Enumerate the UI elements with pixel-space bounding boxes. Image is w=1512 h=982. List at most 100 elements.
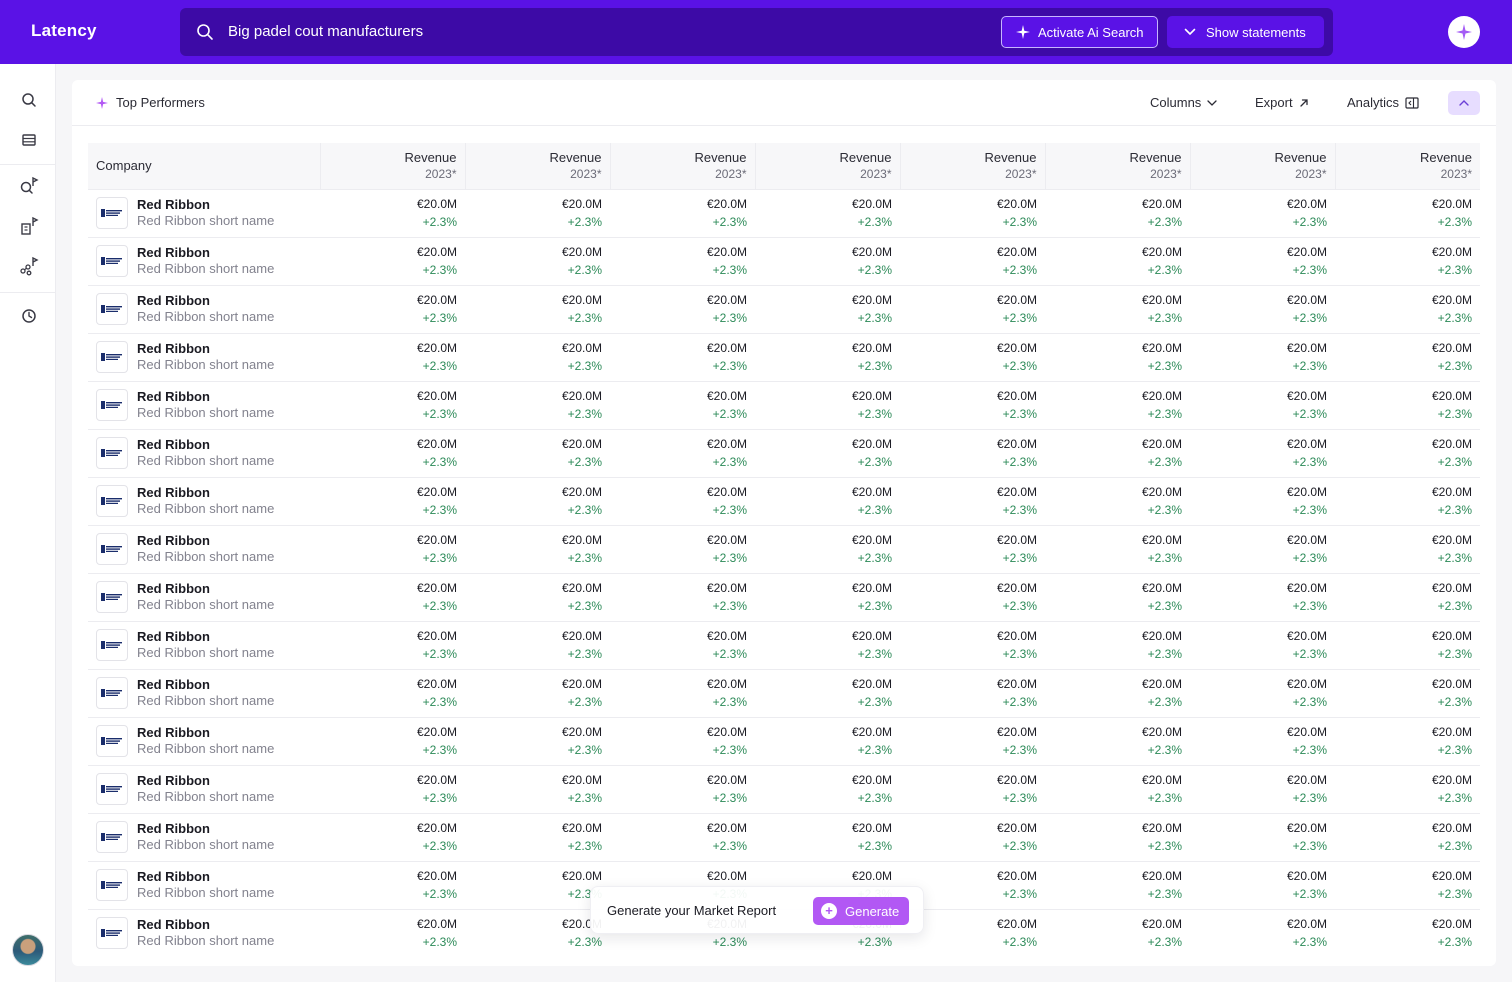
ai-assistant-button[interactable] — [1448, 16, 1480, 48]
revenue-change: +2.3% — [1002, 311, 1037, 325]
revenue-cell: €20.0M +2.3% — [610, 476, 755, 525]
revenue-cell: €20.0M +2.3% — [755, 428, 900, 477]
table-row[interactable]: Red Ribbon Red Ribbon short name €20.0M +2.… — [88, 332, 1480, 381]
analytics-button[interactable]: Analytics — [1347, 95, 1419, 110]
revenue-change: +2.3% — [1437, 791, 1472, 805]
table-row[interactable]: Red Ribbon Red Ribbon short name €20.0M +2.… — [88, 236, 1480, 285]
company[interactable]: Red Ribbon Red Ribbon short name — [96, 245, 320, 277]
clock-icon[interactable] — [19, 306, 39, 326]
search-bar[interactable]: Big padel cout manufacturers Activate Ai… — [180, 8, 1333, 56]
table-row[interactable]: Red Ribbon Red Ribbon short name €20.0M +2.… — [88, 716, 1480, 765]
table-row[interactable]: Red Ribbon Red Ribbon short name €20.0M +2.… — [88, 380, 1480, 429]
avatar[interactable] — [12, 934, 44, 966]
building-pin-icon[interactable] — [19, 216, 39, 236]
table-row[interactable]: Red Ribbon Red Ribbon short name €20.0M +2.… — [88, 764, 1480, 813]
company[interactable]: Red Ribbon Red Ribbon short name — [96, 725, 320, 757]
revenue-change: +2.3% — [1292, 647, 1327, 661]
company-logo-icon — [96, 629, 128, 661]
table-row[interactable]: Red Ribbon Red Ribbon short name €20.0M +2.… — [88, 620, 1480, 669]
search-icon[interactable] — [19, 90, 39, 110]
revenue-change: +2.3% — [857, 839, 892, 853]
revenue-value: €20.0M — [1286, 629, 1327, 643]
revenue-change: +2.3% — [422, 215, 457, 229]
company[interactable]: Red Ribbon Red Ribbon short name — [96, 821, 320, 853]
revenue-change: +2.3% — [712, 455, 747, 469]
company-short-name: Red Ribbon short name — [137, 885, 275, 900]
company[interactable]: Red Ribbon Red Ribbon short name — [96, 197, 320, 229]
revenue-value: €20.0M — [416, 485, 457, 499]
revenue-value: €20.0M — [851, 197, 892, 211]
search-pin-icon[interactable] — [19, 176, 39, 196]
company[interactable]: Red Ribbon Red Ribbon short name — [96, 389, 320, 421]
revenue-value: €20.0M — [416, 917, 457, 932]
columns-button[interactable]: Columns — [1150, 95, 1217, 110]
revenue-value: €20.0M — [706, 389, 747, 403]
revenue-cell: €20.0M +2.3% — [900, 332, 1045, 381]
column-header-revenue[interactable]: Revenue 2023* — [1044, 143, 1190, 189]
column-header-revenue[interactable]: Revenue 2023* — [754, 143, 900, 189]
app-logo[interactable]: Latency — [31, 21, 97, 40]
search-input[interactable]: Big padel cout manufacturers — [228, 23, 424, 40]
revenue-change: +2.3% — [422, 359, 457, 373]
network-pin-icon[interactable] — [19, 256, 39, 276]
column-header-revenue[interactable]: Revenue 2023* — [1189, 143, 1335, 189]
company-logo-icon — [96, 437, 128, 469]
revenue-cell: €20.0M +2.3% — [610, 764, 755, 813]
revenue-change: +2.3% — [567, 839, 602, 853]
chevron-down-icon — [1184, 28, 1196, 36]
revenue-change: +2.3% — [712, 215, 747, 229]
collapse-button[interactable] — [1448, 91, 1480, 115]
table-row[interactable]: Red Ribbon Red Ribbon short name €20.0M +2.… — [88, 188, 1480, 237]
company[interactable]: Red Ribbon Red Ribbon short name — [96, 293, 320, 325]
table-row[interactable]: Red Ribbon Red Ribbon short name €20.0M +2.… — [88, 428, 1480, 477]
revenue-change: +2.3% — [1437, 599, 1472, 613]
revenue-cell: €20.0M +2.3% — [1045, 380, 1190, 429]
column-header-revenue[interactable]: Revenue 2023* — [899, 143, 1045, 189]
generate-button[interactable]: + Generate — [813, 897, 909, 925]
activate-ai-search-button[interactable]: Activate Ai Search — [1001, 16, 1158, 48]
column-header-revenue[interactable]: Revenue 2023* — [1334, 143, 1480, 189]
table-row[interactable]: Red Ribbon Red Ribbon short name €20.0M +2.… — [88, 284, 1480, 333]
company[interactable]: Red Ribbon Red Ribbon short name — [96, 677, 320, 709]
show-statements-button[interactable]: Show statements — [1167, 16, 1324, 48]
column-header-revenue[interactable]: Revenue 2023* — [464, 143, 610, 189]
company[interactable]: Red Ribbon Red Ribbon short name — [96, 773, 320, 805]
revenue-cell: €20.0M +2.3% — [1335, 332, 1480, 381]
table-icon[interactable] — [19, 130, 39, 150]
table-row[interactable]: Red Ribbon Red Ribbon short name €20.0M +2.… — [88, 572, 1480, 621]
company[interactable]: Red Ribbon Red Ribbon short name — [96, 341, 320, 373]
column-header-revenue[interactable]: Revenue 2023* — [609, 143, 755, 189]
company-logo-icon — [96, 773, 128, 805]
revenue-change: +2.3% — [1002, 263, 1037, 277]
table-row[interactable]: Red Ribbon Red Ribbon short name €20.0M +2.… — [88, 668, 1480, 717]
company[interactable]: Red Ribbon Red Ribbon short name — [96, 581, 320, 613]
revenue-value: €20.0M — [706, 245, 747, 259]
company[interactable]: Red Ribbon Red Ribbon short name — [96, 485, 320, 517]
column-header-revenue[interactable]: Revenue 2023* — [319, 143, 465, 189]
company[interactable]: Red Ribbon Red Ribbon short name — [96, 917, 320, 950]
revenue-value: €20.0M — [1431, 677, 1472, 691]
revenue-cell: €20.0M +2.3% — [465, 428, 610, 477]
revenue-value: €20.0M — [1431, 533, 1472, 547]
revenue-value: €20.0M — [1286, 293, 1327, 307]
column-subtitle: 2023* — [570, 166, 602, 181]
revenue-value: €20.0M — [996, 437, 1037, 451]
column-header-company[interactable]: Company — [88, 143, 320, 189]
table-row[interactable]: Red Ribbon Red Ribbon short name €20.0M +2.… — [88, 524, 1480, 573]
table-row[interactable]: Red Ribbon Red Ribbon short name €20.0M +2.… — [88, 476, 1480, 525]
export-button[interactable]: Export — [1255, 95, 1309, 110]
revenue-change: +2.3% — [1437, 839, 1472, 853]
revenue-change: +2.3% — [857, 935, 892, 950]
company[interactable]: Red Ribbon Red Ribbon short name — [96, 533, 320, 565]
revenue-cell: €20.0M +2.3% — [1045, 524, 1190, 573]
revenue-change: +2.3% — [857, 455, 892, 469]
panel-title-label: Top Performers — [116, 95, 205, 110]
revenue-cell: €20.0M +2.3% — [1190, 908, 1335, 957]
company[interactable]: Red Ribbon Red Ribbon short name — [96, 629, 320, 661]
company[interactable]: Red Ribbon Red Ribbon short name — [96, 869, 320, 901]
table-row[interactable]: Red Ribbon Red Ribbon short name €20.0M +2.… — [88, 812, 1480, 861]
company[interactable]: Red Ribbon Red Ribbon short name — [96, 437, 320, 469]
revenue-change: +2.3% — [857, 503, 892, 517]
revenue-change: +2.3% — [1002, 935, 1037, 950]
revenue-change: +2.3% — [422, 791, 457, 805]
